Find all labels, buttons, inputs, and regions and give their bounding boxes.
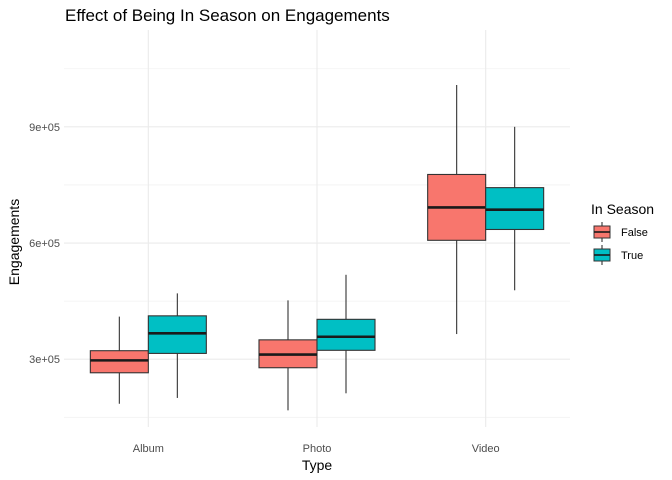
legend-label: False — [621, 227, 648, 239]
boxplot-video-true — [485, 126, 545, 291]
y-tick-label: 9e+05 — [29, 122, 60, 134]
legend-label: True — [621, 250, 643, 262]
chart-title: Effect of Being In Season on Engagements — [65, 6, 390, 25]
boxplot-video-false — [427, 84, 487, 335]
boxplot-album-false — [89, 316, 149, 404]
legend-title: In Season — [591, 201, 654, 217]
x-axis: Album Photo Video — [133, 443, 500, 455]
x-tick-label: Album — [133, 443, 164, 455]
boxplot-photo-false — [258, 300, 318, 411]
legend-key-false — [593, 222, 611, 242]
legend: In Season False True — [591, 201, 654, 265]
box — [147, 315, 207, 354]
plot-area — [89, 84, 545, 411]
y-axis: 3e+05 6e+05 9e+05 — [29, 122, 60, 366]
legend-key-true — [593, 245, 611, 265]
y-tick-label: 6e+05 — [29, 238, 60, 250]
boxplot-photo-true — [316, 274, 376, 394]
box — [316, 318, 376, 351]
boxplot-album-true — [147, 293, 207, 398]
y-tick-label: 3e+05 — [29, 354, 60, 366]
y-axis-title: Engagements — [6, 199, 22, 285]
box — [89, 350, 149, 374]
x-tick-label: Photo — [303, 443, 332, 455]
x-axis-title: Type — [302, 457, 333, 473]
x-tick-label: Video — [472, 443, 500, 455]
